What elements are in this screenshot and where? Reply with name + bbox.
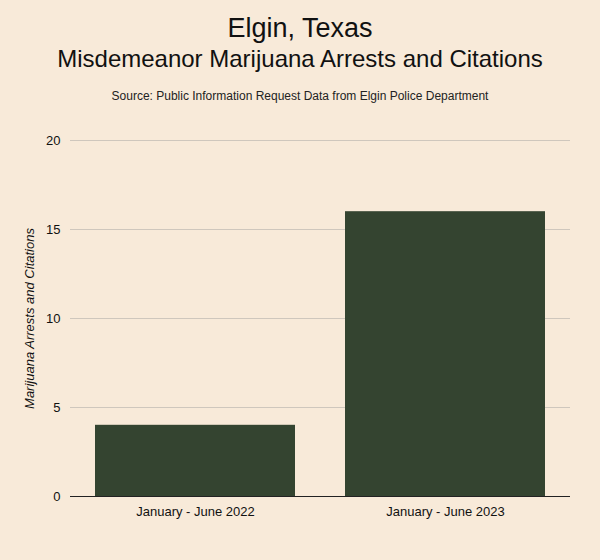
svg-text:15: 15 <box>46 222 60 237</box>
html-text:Source: Public Information Req: Source: Public Information Request Data … <box>111 89 489 103</box>
html-text:Misdemeanor Marijuana Arrests: Misdemeanor Marijuana Arrests and Citati… <box>57 45 543 72</box>
svg-text:0: 0 <box>53 489 60 504</box>
svg-text:20: 20 <box>46 133 60 148</box>
svg-text:10: 10 <box>46 311 60 326</box>
svg-text:January - June 2022: January - June 2022 <box>136 504 255 519</box>
svg-text:Marijuana Arrests and Citation: Marijuana Arrests and Citations <box>22 228 37 409</box>
svg-text:January - June 2023: January - June 2023 <box>386 504 505 519</box>
html-text:Elgin, Texas: Elgin, Texas <box>227 13 373 43</box>
svg-text:5: 5 <box>53 400 60 415</box>
